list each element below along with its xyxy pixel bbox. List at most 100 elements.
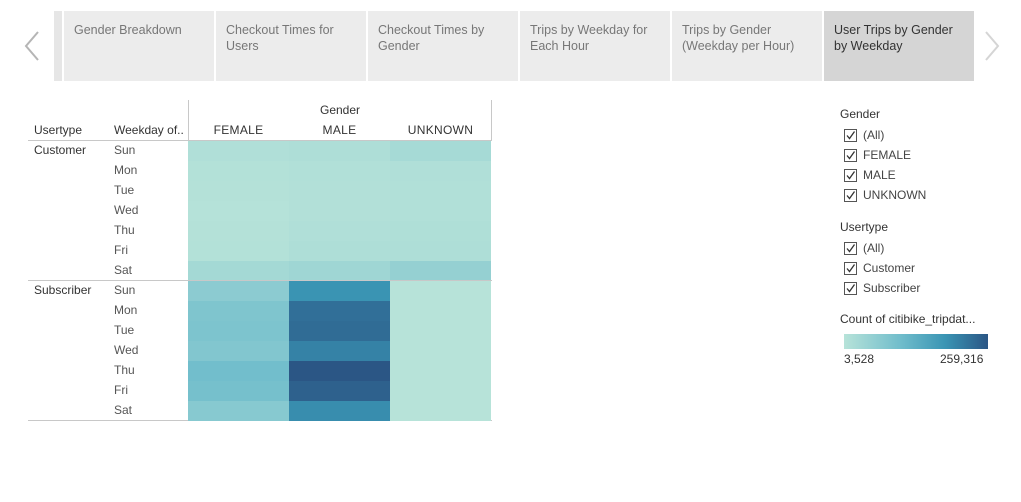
- heatmap-cell[interactable]: [188, 241, 289, 261]
- tab-checkout-times-gender[interactable]: Checkout Times by Gender: [368, 11, 518, 81]
- checkbox-checked-icon[interactable]: [844, 168, 857, 182]
- checkbox-checked-icon[interactable]: [844, 128, 857, 142]
- weekday-label: Sat: [114, 263, 133, 277]
- gender-option[interactable]: (All): [840, 125, 926, 145]
- color-legend-title: Count of citibike_tripdat...: [840, 312, 976, 326]
- column-header-unknown: UNKNOWN: [407, 123, 474, 137]
- heatmap-cell[interactable]: [188, 201, 289, 221]
- heatmap-cell[interactable]: [289, 301, 390, 321]
- gender-option-label: FEMALE: [863, 148, 912, 162]
- weekday-label: Tue: [114, 183, 135, 197]
- heatmap-cell[interactable]: [289, 381, 390, 401]
- heatmap-cell[interactable]: [390, 241, 491, 261]
- heatmap-cell[interactable]: [390, 181, 491, 201]
- heatmap-cell[interactable]: [390, 201, 491, 221]
- usertype-option[interactable]: Subscriber: [840, 278, 920, 298]
- heatmap-cell[interactable]: [390, 301, 491, 321]
- gender-option-label: MALE: [863, 168, 896, 182]
- heatmap-cell[interactable]: [188, 161, 289, 181]
- checkbox-checked-icon[interactable]: [844, 148, 857, 162]
- usertype-option[interactable]: (All): [840, 238, 920, 258]
- gender-option[interactable]: UNKNOWN: [840, 185, 926, 205]
- gender-option[interactable]: FEMALE: [840, 145, 926, 165]
- tab-trips-weekday-hour[interactable]: Trips by Weekday for Each Hour: [520, 11, 670, 81]
- next-story-button[interactable]: [982, 28, 1002, 64]
- tab-gender-breakdown[interactable]: Gender Breakdown: [64, 11, 214, 81]
- row-header-usertype: Usertype: [34, 123, 83, 137]
- heatmap-cell[interactable]: [390, 321, 491, 341]
- gender-filter: Gender (All) FEMALE MALE UNKNOWN: [840, 105, 926, 205]
- header-divider: [491, 100, 492, 140]
- tab-spacer: [54, 11, 62, 81]
- checkbox-checked-icon[interactable]: [844, 188, 857, 202]
- header-divider: [188, 100, 189, 140]
- gender-option-label: UNKNOWN: [863, 188, 927, 202]
- weekday-label: Wed: [114, 343, 139, 357]
- color-legend-max: 259,316: [940, 352, 984, 366]
- usertype-filter-title: Usertype: [840, 220, 889, 234]
- heatmap-cell[interactable]: [390, 161, 491, 181]
- story-tabs: Gender Breakdown Checkout Times for User…: [54, 11, 974, 81]
- heatmap-cell[interactable]: [390, 401, 491, 421]
- heatmap-cell[interactable]: [390, 281, 491, 301]
- heatmap-cell[interactable]: [188, 261, 289, 280]
- row-header-weekday: Weekday of..: [114, 123, 184, 137]
- usertype-label-subscriber: Subscriber: [34, 283, 92, 297]
- usertype-label-customer: Customer: [34, 143, 87, 157]
- usertype-option-label: Customer: [863, 261, 916, 275]
- column-header-female: FEMALE: [213, 123, 264, 137]
- chevron-right-icon: [985, 31, 1000, 61]
- heatmap-cell[interactable]: [188, 361, 289, 381]
- heatmap-cell[interactable]: [289, 401, 390, 421]
- weekday-label: Sat: [114, 403, 133, 417]
- previous-story-button[interactable]: [22, 28, 42, 64]
- heatmap-cell[interactable]: [289, 361, 390, 381]
- color-legend-min: 3,528: [844, 352, 875, 366]
- checkbox-checked-icon[interactable]: [844, 261, 857, 275]
- tab-trips-gender-weekday-hour[interactable]: Trips by Gender (Weekday per Hour): [672, 11, 822, 81]
- checkbox-checked-icon[interactable]: [844, 241, 857, 255]
- heatmap-cell[interactable]: [289, 141, 390, 161]
- heatmap-cell[interactable]: [188, 181, 289, 201]
- usertype-option-label: Subscriber: [863, 281, 921, 295]
- gender-option-label: (All): [863, 128, 885, 142]
- heatmap-cell[interactable]: [390, 261, 491, 280]
- usertype-filter: Usertype (All) Customer Subscriber: [840, 218, 920, 298]
- weekday-label: Thu: [114, 223, 135, 237]
- heatmap-cell[interactable]: [289, 281, 390, 301]
- heatmap-cell[interactable]: [188, 321, 289, 341]
- heatmap-cell[interactable]: [289, 241, 390, 261]
- heatmap-cell[interactable]: [289, 321, 390, 341]
- heatmap-cell[interactable]: [390, 381, 491, 401]
- gender-option[interactable]: MALE: [840, 165, 926, 185]
- heatmap-cell[interactable]: [289, 261, 390, 280]
- tab-user-trips-gender-weekday[interactable]: User Trips by Gender by Weekday: [824, 11, 974, 81]
- heatmap-cell[interactable]: [289, 201, 390, 221]
- heatmap-cell[interactable]: [289, 221, 390, 241]
- column-header-male: MALE: [322, 123, 357, 137]
- heatmap-cell[interactable]: [188, 301, 289, 321]
- weekday-label: Fri: [114, 383, 128, 397]
- heatmap-cell[interactable]: [289, 341, 390, 361]
- heatmap-cell[interactable]: [188, 381, 289, 401]
- checkbox-checked-icon[interactable]: [844, 281, 857, 295]
- heatmap-cell[interactable]: [390, 361, 491, 381]
- gender-filter-title: Gender: [840, 107, 881, 121]
- heatmap-cell[interactable]: [188, 341, 289, 361]
- heatmap-cell[interactable]: [188, 401, 289, 421]
- usertype-option[interactable]: Customer: [840, 258, 920, 278]
- heatmap-cell[interactable]: [390, 341, 491, 361]
- heatmap-cell[interactable]: [390, 221, 491, 241]
- heatmap-cell[interactable]: [188, 281, 289, 301]
- weekday-label: Fri: [114, 243, 128, 257]
- heatmap-cell[interactable]: [289, 161, 390, 181]
- heatmap-cell[interactable]: [289, 181, 390, 201]
- heatmap-cell[interactable]: [390, 141, 491, 161]
- heatmap-cell[interactable]: [188, 141, 289, 161]
- heatmap-cell[interactable]: [188, 221, 289, 241]
- weekday-label: Mon: [114, 303, 138, 317]
- weekday-label: Sun: [114, 283, 136, 297]
- tab-checkout-times-users[interactable]: Checkout Times for Users: [216, 11, 366, 81]
- chevron-left-icon: [24, 31, 39, 61]
- column-group-header: Gender: [319, 103, 361, 117]
